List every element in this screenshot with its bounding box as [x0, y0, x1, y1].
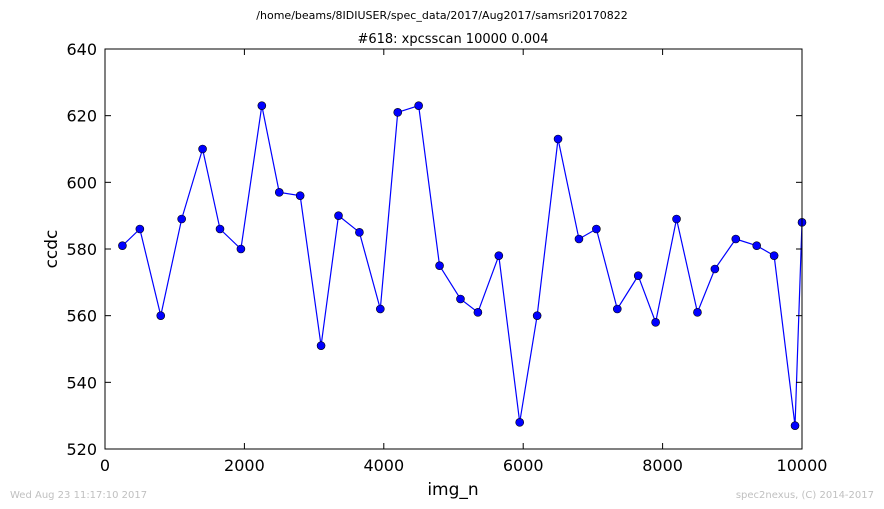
- y-tick-label: 540: [66, 373, 97, 392]
- chart-suptitle: /home/beams/8IDIUSER/spec_data/2017/Aug2…: [256, 9, 627, 22]
- y-tick-label: 580: [66, 240, 97, 259]
- x-tick-label: 4000: [363, 456, 404, 475]
- data-point: [693, 308, 702, 317]
- plot-layer: [118, 101, 807, 430]
- data-point: [295, 191, 305, 200]
- data-point: [215, 224, 225, 234]
- data-point: [274, 188, 284, 197]
- data-point: [574, 234, 584, 244]
- data-point: [156, 311, 166, 320]
- data-point: [553, 134, 563, 144]
- x-tick-label: 6000: [503, 456, 544, 475]
- data-point: [790, 421, 800, 430]
- data-point: [316, 341, 326, 350]
- x-tick-label: 10000: [777, 456, 828, 475]
- data-point: [177, 214, 186, 224]
- data-point: [473, 308, 483, 317]
- data-point: [376, 304, 385, 314]
- data-point: [257, 101, 267, 110]
- x-axis-label: img_n: [427, 480, 478, 500]
- data-point: [414, 101, 423, 110]
- data-point: [731, 234, 741, 244]
- data-point: [633, 271, 643, 280]
- data-point: [334, 211, 343, 220]
- data-point: [710, 264, 720, 274]
- data-point: [592, 224, 601, 234]
- y-tick-label: 560: [66, 307, 97, 326]
- plot-frame: [104, 48, 803, 450]
- x-tick-label: 2000: [224, 456, 265, 475]
- x-tick-label: 0: [100, 456, 110, 475]
- y-axis-ticks: 520 540 560 580 600 620 640: [66, 40, 802, 459]
- data-point: [393, 108, 403, 117]
- y-tick-label: 520: [66, 440, 97, 459]
- data-point: [355, 228, 364, 237]
- data-point: [612, 304, 622, 314]
- data-point: [651, 318, 660, 327]
- x-axis-ticks: 0 2000 4000 6000 8000 10000: [100, 49, 828, 475]
- data-point: [236, 244, 246, 254]
- data-point: [456, 294, 465, 304]
- x-tick-label: 8000: [642, 456, 683, 475]
- data-point: [198, 144, 207, 154]
- data-point: [435, 261, 444, 270]
- y-tick-label: 640: [66, 40, 97, 59]
- data-point: [532, 311, 542, 320]
- y-tick-label: 600: [66, 173, 97, 192]
- data-point: [672, 214, 681, 224]
- y-axis-label: ccdc: [42, 230, 62, 269]
- data-point: [118, 241, 127, 250]
- data-point: [769, 251, 779, 260]
- data-point: [515, 418, 525, 427]
- series-line: [122, 104, 803, 426]
- footer-credit: spec2nexus, (C) 2014-2017: [736, 490, 874, 501]
- chart-title: #618: xpcsscan 10000 0.004: [357, 32, 548, 47]
- footer-timestamp: Wed Aug 23 11:17:10 2017: [10, 490, 147, 501]
- data-point: [494, 251, 504, 260]
- y-tick-label: 620: [66, 107, 97, 126]
- data-point: [135, 224, 145, 234]
- data-point: [752, 241, 762, 250]
